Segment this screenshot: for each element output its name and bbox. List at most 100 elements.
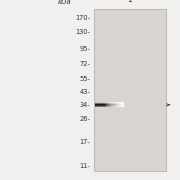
Bar (112, 104, 113, 105)
Bar (123, 105, 124, 106)
Bar (99, 102, 100, 103)
Bar (98, 104, 99, 105)
Bar (120, 103, 121, 104)
Bar (110, 105, 111, 106)
Bar (115, 104, 116, 105)
Bar (112, 105, 113, 106)
Bar (116, 103, 117, 104)
Bar (105, 102, 106, 103)
Bar (112, 102, 113, 103)
Bar (96, 105, 97, 106)
Text: 170-: 170- (75, 15, 90, 21)
Bar (121, 104, 122, 105)
Bar (107, 105, 108, 106)
Bar (103, 104, 104, 105)
Bar (101, 106, 102, 107)
Bar (108, 106, 109, 107)
Bar (117, 106, 118, 107)
Bar (111, 103, 112, 104)
Bar (121, 105, 122, 106)
Bar (111, 104, 112, 105)
Bar (117, 103, 118, 104)
Bar (102, 104, 103, 105)
Bar (120, 104, 121, 105)
Bar (104, 106, 105, 107)
Bar (109, 102, 110, 103)
Bar (110, 103, 111, 104)
Bar (107, 102, 108, 103)
Bar (122, 106, 123, 107)
Bar (107, 106, 108, 107)
Bar (101, 105, 102, 106)
Bar (106, 102, 107, 103)
Bar (123, 102, 124, 103)
Bar (114, 106, 115, 107)
Bar (97, 102, 98, 103)
Bar (105, 106, 106, 107)
Bar (103, 103, 104, 104)
Bar (114, 102, 115, 103)
Bar (97, 106, 98, 107)
Bar (118, 105, 119, 106)
Bar (110, 106, 111, 107)
Bar (116, 102, 117, 103)
Bar (115, 106, 116, 107)
Bar (95, 102, 96, 103)
Bar (100, 105, 101, 106)
Text: 1: 1 (127, 0, 132, 4)
Text: 95-: 95- (79, 46, 90, 52)
Bar (94, 9, 166, 171)
Bar (100, 103, 101, 104)
Bar (110, 104, 111, 105)
Bar (120, 102, 121, 103)
Bar (113, 106, 114, 107)
Bar (106, 103, 107, 104)
Bar (122, 105, 123, 106)
Bar (119, 102, 120, 103)
Bar (114, 104, 115, 105)
Bar (106, 105, 107, 106)
Bar (113, 102, 114, 103)
Bar (99, 106, 100, 107)
Bar (99, 104, 100, 105)
Bar (102, 106, 103, 107)
Bar (101, 103, 102, 104)
Bar (106, 104, 107, 105)
Bar (115, 103, 116, 104)
Bar (116, 105, 117, 106)
Bar (116, 106, 117, 107)
Bar (103, 102, 104, 103)
Bar (122, 104, 123, 105)
Bar (95, 103, 96, 104)
Text: kDa: kDa (58, 0, 72, 4)
Bar (122, 103, 123, 104)
Bar (117, 105, 118, 106)
Bar (111, 102, 112, 103)
Text: 130-: 130- (75, 29, 90, 35)
Bar (109, 104, 110, 105)
Bar (119, 103, 120, 104)
Bar (123, 106, 124, 107)
Bar (121, 102, 122, 103)
Bar (97, 104, 98, 105)
Bar (105, 103, 106, 104)
Bar (113, 104, 114, 105)
Bar (103, 105, 104, 106)
Bar (109, 103, 110, 104)
Bar (108, 102, 109, 103)
Bar (101, 104, 102, 105)
Bar (95, 104, 96, 105)
Bar (104, 102, 105, 103)
Text: 17-: 17- (79, 139, 90, 145)
Bar (98, 102, 99, 103)
Bar (118, 104, 119, 105)
Bar (112, 103, 113, 104)
Bar (95, 105, 96, 106)
Bar (96, 102, 97, 103)
Text: 26-: 26- (79, 116, 90, 122)
Bar (104, 104, 105, 105)
Bar (96, 104, 97, 105)
Text: 11-: 11- (79, 163, 90, 169)
Bar (118, 106, 119, 107)
Bar (123, 103, 124, 104)
